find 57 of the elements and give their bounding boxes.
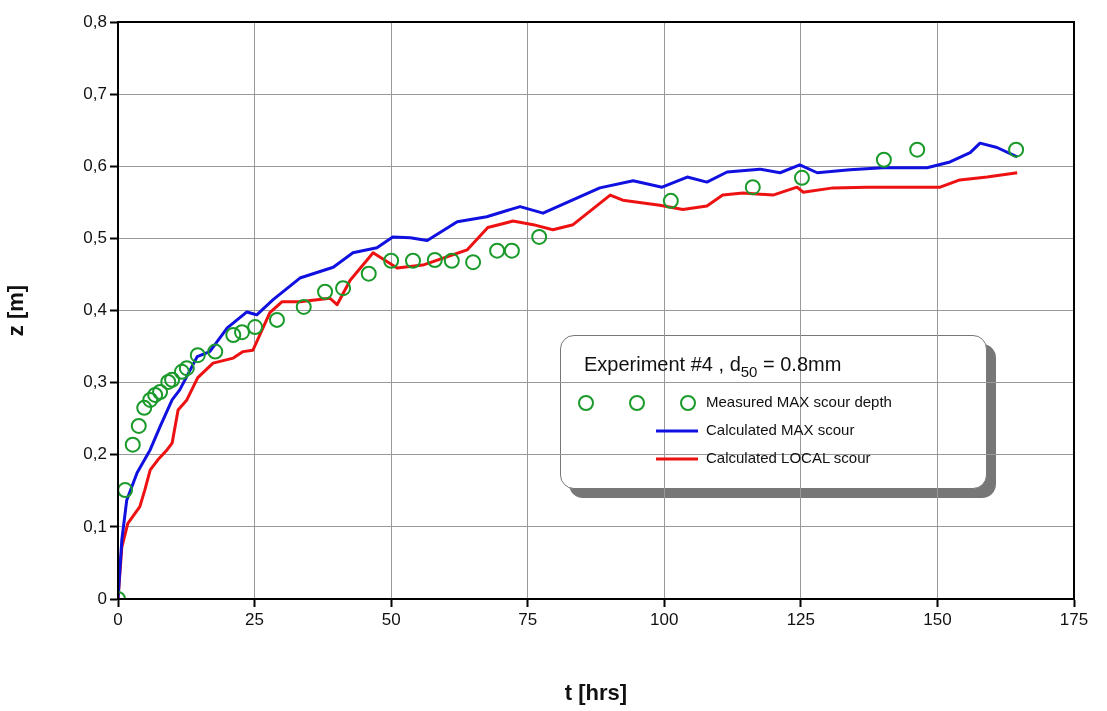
point bbox=[147, 386, 164, 403]
y-tick-label: 0,6 bbox=[83, 155, 107, 175]
y-tick-label: 0 bbox=[97, 588, 107, 608]
point bbox=[793, 169, 810, 186]
point bbox=[443, 252, 460, 269]
point bbox=[875, 151, 892, 168]
y-tick-label: 0,1 bbox=[83, 516, 107, 536]
point bbox=[531, 228, 548, 245]
point bbox=[225, 327, 242, 344]
x-tick-label: 50 bbox=[381, 609, 401, 629]
point bbox=[247, 319, 264, 336]
point bbox=[124, 436, 141, 453]
y-tick-label: 0,5 bbox=[83, 228, 107, 248]
point bbox=[268, 311, 285, 328]
y-tick-label: 0,8 bbox=[83, 11, 107, 31]
point bbox=[909, 141, 926, 158]
x-axis-title: t [hrs] bbox=[564, 679, 628, 705]
y-tick-label: 0,2 bbox=[83, 444, 107, 464]
y-axis-title: z [m] bbox=[3, 284, 29, 337]
legend-label: Measured MAX scour depth bbox=[706, 393, 892, 411]
point bbox=[118, 482, 134, 499]
point bbox=[383, 252, 400, 269]
y-tick-label: 0,3 bbox=[83, 372, 107, 392]
y-tick-label: 0,4 bbox=[83, 300, 107, 320]
point bbox=[465, 254, 482, 271]
point bbox=[503, 242, 520, 259]
x-tick-label: 0 bbox=[113, 609, 123, 629]
point bbox=[317, 283, 334, 300]
x-tick-label: 75 bbox=[518, 609, 538, 629]
legend-label: Calculated LOCAL scour bbox=[706, 449, 871, 467]
x-tick-label: 150 bbox=[923, 609, 952, 629]
x-tick-label: 125 bbox=[786, 609, 816, 629]
point bbox=[662, 192, 679, 209]
point bbox=[160, 373, 177, 390]
y-tick-label: 0,7 bbox=[83, 83, 107, 103]
point bbox=[189, 347, 206, 364]
legend-label: Calculated MAX scour bbox=[706, 421, 855, 439]
point bbox=[164, 371, 181, 388]
point bbox=[744, 179, 761, 196]
point bbox=[178, 360, 195, 377]
x-tick-label: 175 bbox=[1059, 609, 1089, 629]
point bbox=[130, 417, 147, 434]
point bbox=[136, 399, 153, 416]
x-tick-label: 100 bbox=[650, 609, 679, 629]
point bbox=[295, 298, 312, 315]
point bbox=[173, 363, 190, 380]
point bbox=[207, 343, 224, 360]
point bbox=[1008, 141, 1025, 158]
point bbox=[335, 280, 352, 297]
point bbox=[152, 384, 169, 400]
point bbox=[142, 391, 159, 408]
x-tick-label: 25 bbox=[245, 609, 265, 629]
point bbox=[234, 324, 251, 341]
point bbox=[426, 252, 443, 269]
point bbox=[489, 242, 506, 259]
point bbox=[360, 265, 377, 282]
point bbox=[404, 252, 421, 269]
